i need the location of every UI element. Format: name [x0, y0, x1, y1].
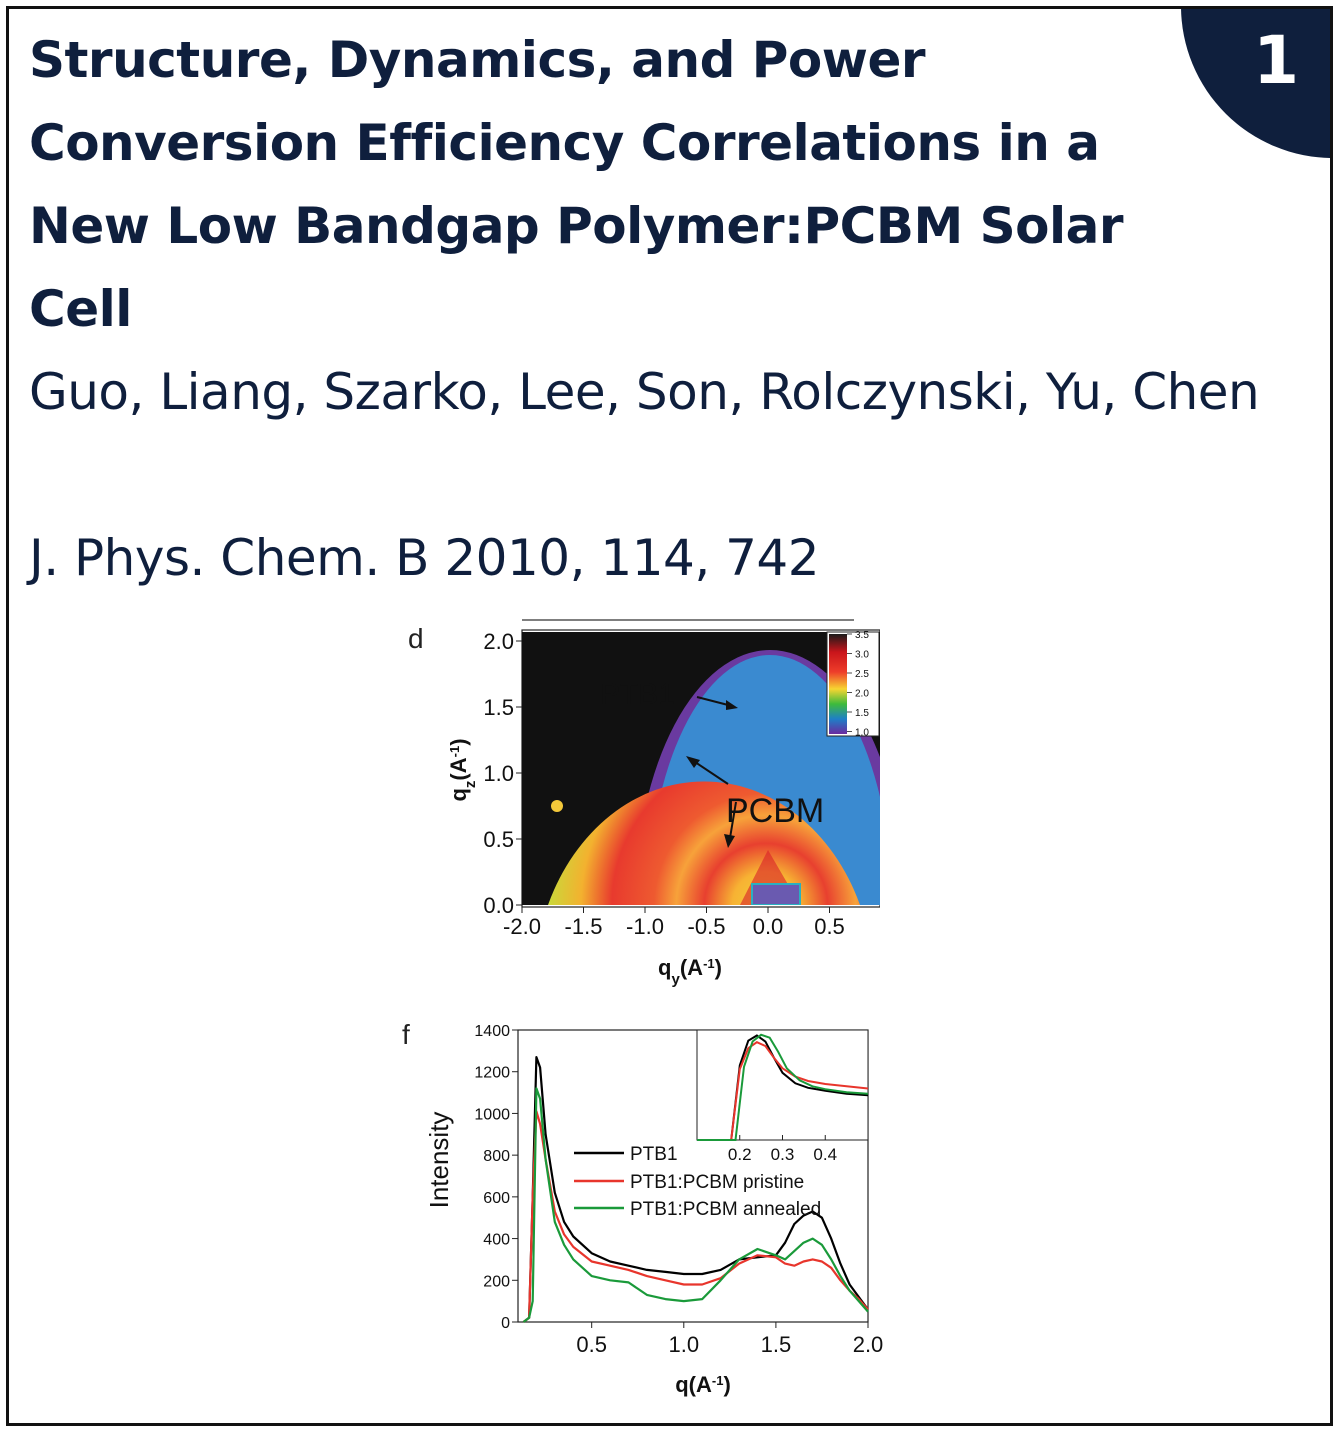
colorbar-tick-label: 3.5: [855, 630, 869, 641]
panel-label-f: f: [402, 1019, 410, 1050]
arrow-pcbm-up-head: [686, 756, 700, 768]
line-x-tick-label: 0.5: [576, 1332, 607, 1357]
arrow-ptb1-head: [726, 700, 738, 710]
heat-x-tick-label: -0.5: [688, 914, 726, 939]
y-axis-label-text: qz(A-1): [446, 738, 479, 801]
paper-title: Structure, Dynamics, and Power Conversio…: [29, 31, 1124, 338]
giwaxs-heatmap-panel: 3.5 3.0 2.5 2.0 1.5 1.0 -2.0 -1.5 -1.0 -0.5 0.0 0.…: [408, 619, 880, 988]
arrow-pcbm-down-head: [724, 834, 735, 848]
heat-y-tick-label: 0.5: [483, 827, 514, 852]
paper-citation: J. Phys. Chem. B 2010, 114, 742: [29, 529, 820, 587]
legend: PTB1 PTB1:PCBM pristine PTB1:PCBM anneal…: [574, 1144, 821, 1220]
colorbar-tick-label: 1.0: [855, 728, 869, 739]
heat-x-tick-label: -2.0: [503, 914, 541, 939]
paper-authors: Guo, Liang, Szarko, Lee, Son, Rolczynski…: [29, 363, 1260, 421]
inset-x-tick-label: 0.2: [728, 1145, 752, 1164]
line-x-axis-label: q(A-1): [675, 1372, 731, 1397]
line-y-tick-label: 1400: [474, 1023, 510, 1040]
colorbar-tick-label: 2.0: [855, 689, 869, 700]
slide-card: 1 Structure, Dynamics, and Power Convers…: [6, 6, 1333, 1426]
panel-label-d: d: [408, 623, 424, 654]
line-x-tick-label: 1.5: [761, 1332, 792, 1357]
inset-pristine-line: [697, 1041, 869, 1141]
line-x-axis-label-text: q(A-1): [675, 1372, 731, 1397]
colorbar: [829, 634, 847, 734]
number-badge: 1: [1181, 9, 1330, 158]
annotation-pcbm: PCBM: [726, 792, 824, 830]
line-y-tick-label: 1200: [474, 1065, 510, 1082]
heat-x-tick-label: 0.0: [753, 914, 784, 939]
intensity-line-chart-panel: 0.5 1.0 1.5 2.0 0 200 400 600 800 1000 1200 1400 0.…: [402, 1019, 884, 1397]
line-x-tick-label: 2.0: [853, 1332, 884, 1357]
legend-label-ptb1: PTB1: [630, 1144, 678, 1165]
series-annealed-line: [522, 1087, 869, 1323]
heat-y-tick-label: 2.0: [483, 629, 514, 654]
line-y-tick-label: 800: [483, 1148, 510, 1165]
colorbar-tick-label: 3.0: [855, 650, 869, 661]
line-y-tick-label: 1000: [474, 1106, 510, 1123]
line-y-tick-label: 600: [483, 1190, 510, 1207]
beamstop: [751, 883, 801, 905]
inset-x-tick-label: 0.3: [771, 1145, 795, 1164]
legend-label-pristine: PTB1:PCBM pristine: [630, 1172, 804, 1193]
colorbar-tick-label: 1.5: [855, 708, 869, 719]
line-y-tick-label: 0: [501, 1315, 510, 1332]
heat-y-tick-label: 1.5: [483, 695, 514, 720]
series-ptb1-line: [522, 1056, 869, 1323]
heat-y-tick-label: 0.0: [483, 893, 514, 918]
heat-y-tick-label: 1.0: [483, 761, 514, 786]
annotation-ptb1: PTB1: [600, 678, 675, 711]
legend-label-annealed: PTB1:PCBM annealed: [630, 1199, 821, 1220]
heat-x-tick-label: -1.5: [565, 914, 603, 939]
line-y-tick-label: 200: [483, 1273, 510, 1290]
y-axis-label: qz(A-1): [446, 738, 479, 801]
hot-spot: [551, 800, 563, 812]
heat-x-tick-label: 0.5: [814, 914, 845, 939]
inset-annealed-line: [697, 1033, 869, 1141]
heat-x-tick-label: -1.0: [626, 914, 664, 939]
line-y-tick-label: 400: [483, 1232, 510, 1249]
line-x-tick-label: 1.0: [668, 1332, 699, 1357]
x-axis-label-text: qy(A-1): [658, 955, 722, 988]
x-axis-label: qy(A-1): [658, 955, 722, 988]
inset-x-tick-label: 0.4: [813, 1145, 837, 1164]
badge-number: 1: [1253, 22, 1299, 99]
line-y-axis-label: Intensity: [424, 1112, 454, 1209]
arrow-pcbm-up: [691, 759, 729, 785]
arrow-pcbm-down: [729, 801, 737, 839]
colorbar-tick-label: 2.5: [855, 669, 869, 680]
